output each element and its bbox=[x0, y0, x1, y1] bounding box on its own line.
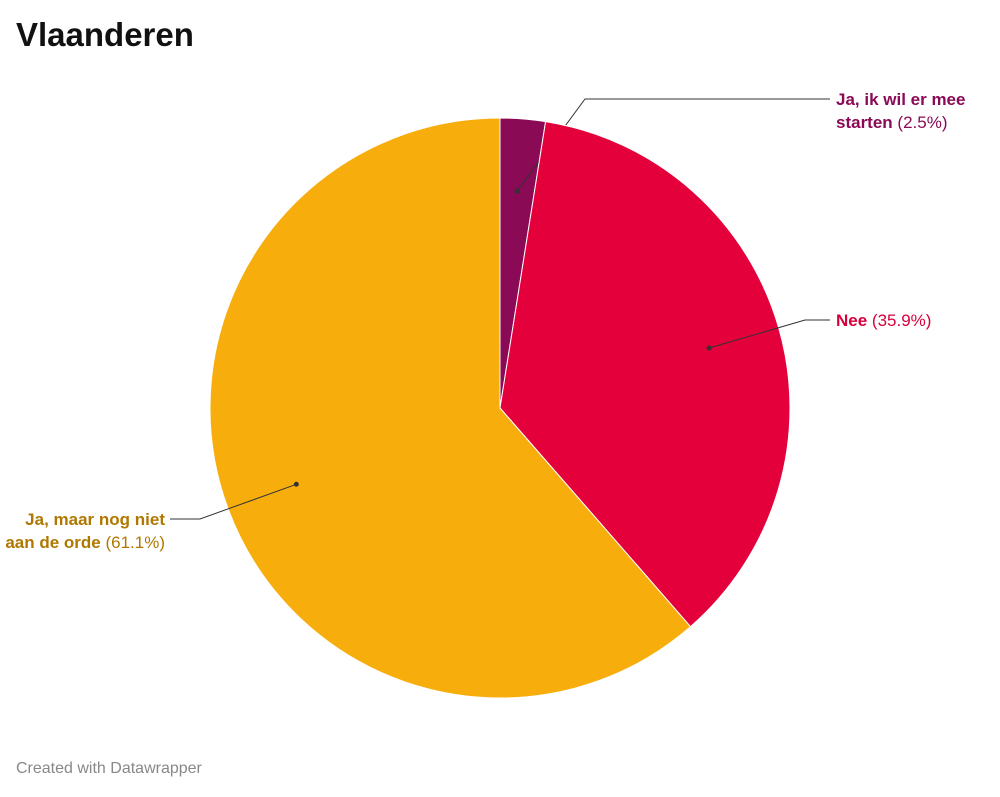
slice-name: Ja, ik wil er mee starten bbox=[836, 90, 966, 132]
leader-line bbox=[708, 319, 830, 349]
leader-line bbox=[170, 483, 297, 520]
credit: Created with Datawrapper bbox=[16, 760, 202, 777]
slice-name: Ja, maar nog niet aan de orde bbox=[5, 510, 165, 552]
slice-value: (2.5%) bbox=[897, 113, 948, 132]
slice-label: Nee (35.9%) bbox=[836, 309, 986, 332]
chart-title: Vlaanderen bbox=[16, 16, 194, 53]
pie-slice bbox=[209, 117, 692, 699]
slice-label: Ja, ik wil er mee starten (2.5%) bbox=[836, 88, 986, 134]
leader-dot bbox=[706, 345, 712, 351]
leader-dot bbox=[514, 188, 520, 194]
slice-value: (35.9%) bbox=[871, 311, 932, 330]
slice-name: Nee bbox=[836, 311, 868, 330]
slice-value: (61.1%) bbox=[105, 533, 165, 552]
slice-label: Ja, maar nog niet aan de orde (61.1%) bbox=[5, 508, 165, 554]
leader-dot bbox=[293, 481, 299, 487]
